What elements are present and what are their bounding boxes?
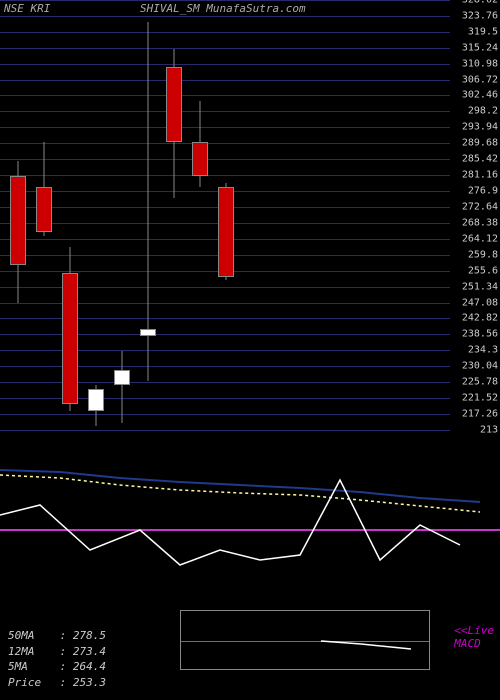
candle — [192, 101, 208, 187]
info-panel: 50MA : 278.5 12MA : 273.4 5MA : 264.4 Pr… — [8, 628, 106, 690]
candle — [36, 142, 52, 235]
ma12-row: 12MA : 273.4 — [8, 644, 106, 659]
macd-inset — [180, 610, 430, 670]
candle — [218, 183, 234, 280]
candle — [140, 22, 156, 381]
exchange-symbol: NSE KRI — [4, 2, 50, 15]
candle — [10, 161, 26, 303]
candle — [114, 351, 130, 422]
candle — [62, 247, 78, 412]
macd-live-label: <<Live MACD — [454, 624, 494, 650]
price-row: Price : 253.3 — [8, 675, 106, 690]
chart-source: SHIVAL_SM MunafaSutra.com — [140, 2, 306, 15]
ma5-row: 5MA : 264.4 — [8, 659, 106, 674]
macd-live-text: <<Live — [454, 624, 494, 637]
candle — [166, 49, 182, 199]
price-chart-panel: 328.02323.76319.5315.24310.98306.72302.4… — [0, 0, 500, 430]
candle — [88, 385, 104, 426]
ma50-row: 50MA : 278.5 — [8, 628, 106, 643]
inset-tick — [181, 611, 431, 671]
macd-panel — [0, 430, 500, 610]
macd-lines — [0, 430, 500, 610]
macd-text: MACD — [454, 637, 494, 650]
